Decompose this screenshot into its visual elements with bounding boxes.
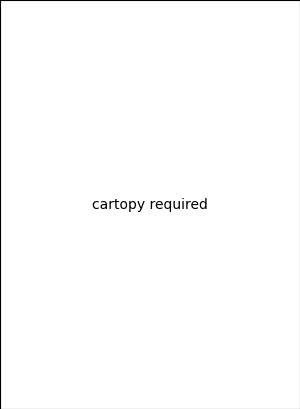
Text: cartopy required: cartopy required	[92, 198, 208, 211]
